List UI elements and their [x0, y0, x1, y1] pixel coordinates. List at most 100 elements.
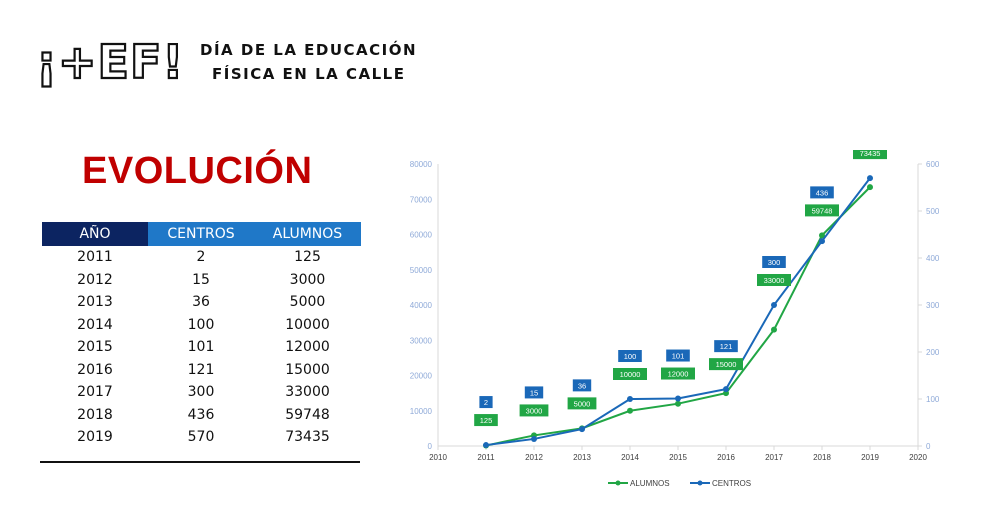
x-tick-label: 2019 — [861, 453, 879, 462]
data-label-box-alumnos — [853, 150, 887, 160]
legend-label-alumnos: ALUMNOS — [630, 479, 670, 488]
legend-label-centros: CENTROS — [712, 479, 751, 488]
table-row: 2016 121 15000 — [42, 359, 361, 382]
table-row: 2017 300 33000 — [42, 381, 361, 404]
y-right-tick-label: 500 — [926, 207, 940, 216]
data-label-box-alumnos — [757, 274, 791, 286]
cell-alumnos: 3000 — [289, 271, 326, 288]
data-label-alumnos: 3000 — [526, 406, 543, 415]
x-tick-label: 2010 — [429, 453, 447, 462]
table-row: 2012 15 3000 — [42, 269, 361, 292]
cell-year: 2019 — [77, 429, 113, 446]
y-right-tick-label: 300 — [926, 301, 940, 310]
data-label-box-alumnos — [613, 368, 647, 380]
data-point-alumnos — [867, 184, 873, 191]
y-left-tick-label: 40000 — [410, 301, 433, 310]
cell-centros: 36 — [192, 294, 210, 311]
cell-centros: 436 — [187, 406, 215, 423]
cell-year: 2013 — [77, 294, 113, 311]
cell-year: 2017 — [77, 384, 113, 401]
y-right-tick-label: 400 — [926, 254, 940, 263]
data-label-box-centros — [524, 386, 544, 399]
data-label-centros: 100 — [624, 352, 637, 361]
y-left-tick-label: 20000 — [410, 372, 433, 381]
y-left-tick-label: 70000 — [410, 195, 433, 204]
x-tick-label: 2020 — [909, 453, 927, 462]
data-label-box-alumnos — [519, 404, 549, 417]
logo-text: ¡+EF! — [36, 35, 184, 88]
data-label-centros: 15 — [530, 388, 538, 397]
y-right-tick-label: 200 — [926, 348, 940, 357]
cell-alumnos: 5000 — [289, 294, 326, 311]
ef-logo: ¡+EF! — [35, 34, 185, 88]
x-tick-label: 2016 — [717, 453, 735, 462]
x-tick-label: 2012 — [525, 453, 543, 462]
data-label-alumnos: 10000 — [620, 370, 641, 379]
tagline-line-2: FÍSICA EN LA CALLE — [212, 65, 406, 83]
data-label-alumnos: 15000 — [716, 360, 737, 369]
y-left-tick-label: 50000 — [410, 266, 433, 275]
y-left-tick-label: 80000 — [410, 160, 433, 169]
data-point-centros — [723, 386, 729, 393]
data-label-alumnos: 125 — [480, 416, 493, 425]
cell-centros: 121 — [187, 361, 215, 378]
evolution-line-chart: 0 10000 20000 30000 40000 50000 60000 70000 8000… — [410, 150, 940, 488]
y-right-tick-label: 100 — [926, 395, 940, 404]
legend-marker-centros — [697, 480, 703, 486]
data-label-box-alumnos — [805, 204, 839, 217]
cell-alumnos: 73435 — [285, 429, 330, 446]
column-header-year: AÑO — [42, 222, 148, 246]
data-point-centros — [819, 238, 825, 245]
data-label-box-centros — [762, 256, 786, 268]
data-point-alumnos — [819, 232, 825, 239]
data-label-box-centros — [618, 350, 642, 362]
data-label-alumnos: 73435 — [860, 150, 881, 158]
cell-centros: 570 — [187, 429, 215, 446]
cell-centros: 300 — [187, 384, 215, 401]
y-left-tick-label: 60000 — [410, 231, 433, 240]
cell-year: 2015 — [77, 339, 113, 356]
data-point-alumnos — [675, 400, 681, 407]
data-label-alumnos: 59748 — [812, 206, 833, 215]
x-tick-label: 2018 — [813, 453, 831, 462]
event-tagline: DÍA DE LA EDUCACIÓN FÍSICA EN LA CALLE — [200, 38, 417, 86]
data-label-box-centros — [666, 349, 690, 362]
cell-alumnos: 12000 — [285, 339, 330, 356]
column-header-centros: CENTROS — [148, 222, 254, 246]
y-left-tick-label: 30000 — [410, 336, 433, 345]
x-tick-label: 2017 — [765, 453, 783, 462]
table-row: 2011 2 125 — [42, 246, 361, 269]
cell-alumnos: 15000 — [285, 361, 330, 378]
data-label-box-centros — [479, 396, 493, 409]
data-point-centros — [771, 302, 777, 308]
data-point-centros — [675, 395, 681, 402]
cell-year: 2011 — [77, 249, 113, 266]
cell-year: 2012 — [77, 271, 113, 288]
y-left-tick-label: 10000 — [410, 407, 433, 416]
data-label-box-alumnos — [474, 414, 498, 427]
evolution-table: AÑO CENTROS ALUMNOS 2011 2 125 2012 15 3… — [42, 222, 361, 449]
cell-year: 2014 — [77, 316, 113, 333]
data-label-centros: 2 — [484, 398, 488, 407]
cell-centros: 15 — [192, 271, 210, 288]
cell-centros: 100 — [187, 316, 215, 333]
data-label-box-alumnos — [709, 358, 743, 371]
cell-year: 2016 — [77, 361, 113, 378]
data-label-box-centros — [810, 186, 834, 199]
cell-centros: 2 — [196, 249, 206, 266]
cell-alumnos: 125 — [294, 249, 321, 266]
data-label-centros: 121 — [720, 342, 733, 351]
data-label-centros: 36 — [578, 381, 586, 390]
y-left-tick-label: 0 — [428, 442, 433, 451]
cell-year: 2018 — [77, 406, 113, 423]
tagline-line-1: DÍA DE LA EDUCACIÓN — [200, 41, 418, 59]
data-point-centros — [627, 396, 633, 402]
cell-alumnos: 33000 — [285, 384, 330, 401]
data-label-box-centros — [572, 379, 592, 392]
data-point-alumnos — [771, 326, 777, 333]
table-bottom-rule — [40, 461, 360, 463]
table-row: 2014 100 10000 — [42, 314, 361, 337]
y-right-tick-label: 600 — [926, 160, 940, 169]
data-point-centros — [867, 175, 873, 182]
data-label-centros: 101 — [672, 352, 685, 361]
